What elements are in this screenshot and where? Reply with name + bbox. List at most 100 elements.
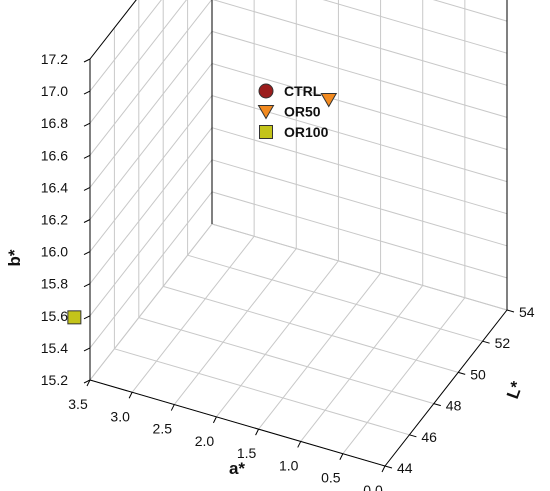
a-axis-label: a*	[229, 459, 245, 478]
L-tick	[482, 340, 490, 344]
axes-frame	[89, 0, 508, 467]
back-wall-grid-line-b	[322, 0, 508, 54]
b-tick-label: 17.2	[41, 51, 68, 67]
a-tick-label: 1.5	[237, 445, 257, 461]
left-wall-grid-line-b	[89, 0, 213, 156]
left-wall-grid-line-b	[89, 31, 213, 188]
L-axis-label: L*	[503, 379, 527, 402]
left-wall-grid-line-b	[89, 0, 162, 92]
left-wall-grid-line-b	[89, 159, 213, 317]
a-tick-label: 0.5	[321, 470, 341, 486]
data-markers	[67, 92, 338, 325]
b-tick	[83, 379, 91, 384]
b-tick-label: 16.4	[41, 179, 68, 195]
L-tick-label: 44	[397, 460, 413, 476]
left-wall-grid-line-b	[89, 95, 213, 252]
floor-grid-line-a	[131, 235, 255, 393]
back-wall-grid-line-b	[432, 0, 508, 22]
back-wall-grid-line-b	[211, 127, 508, 215]
L-tick	[409, 434, 417, 438]
b-tick	[83, 283, 91, 288]
left-wall-grid-line-b	[89, 191, 213, 349]
a-tick	[86, 379, 91, 387]
floor-grid-line-L	[114, 348, 410, 436]
marker-or100	[67, 310, 82, 325]
top-left-edge	[89, 0, 137, 60]
floor-grid-line-a	[216, 260, 339, 418]
back-wall-grid-line-b	[211, 30, 508, 118]
a-tick-label: 0.0	[363, 482, 383, 491]
L-axis-line	[384, 309, 508, 467]
L-tick	[384, 465, 393, 469]
legend-label-or100: OR100	[284, 124, 329, 140]
b-tick-label: 16.6	[41, 147, 68, 163]
tick-marks	[83, 58, 515, 473]
a-tick-label: 2.5	[153, 421, 173, 437]
floor-grid-line-a	[300, 285, 424, 442]
a-tick	[297, 441, 302, 448]
b-tick-label: 15.2	[41, 372, 68, 388]
back-wall-grid-line-b	[211, 191, 508, 279]
legend-marker-ctrl	[258, 83, 274, 99]
b-tick	[83, 186, 91, 191]
floor-grid-line-L	[163, 285, 459, 373]
back-wall-grid-line-b	[211, 63, 508, 150]
L-tick	[458, 371, 466, 375]
a-tick	[212, 416, 217, 424]
grid-lines	[89, 0, 508, 467]
left-wall-grid-line-b	[89, 127, 213, 285]
b-tick	[83, 90, 91, 95]
b-tick	[83, 122, 91, 127]
b-tick-label: 15.6	[41, 308, 68, 324]
left-wall-grid-line-b	[89, 0, 137, 60]
legend-marker-or50	[257, 105, 275, 120]
legend-marker-or100	[259, 125, 273, 139]
left-wall-grid-line-b	[89, 0, 187, 124]
a-tick	[255, 428, 260, 436]
a-tick	[170, 404, 175, 411]
a-tick	[339, 453, 344, 460]
tick-labels: 15.2 15.4 15.6 15.8 16.0 16.2 16.4 16.6 16.8 17.0…	[41, 51, 535, 491]
b-tick	[83, 315, 91, 320]
a-tick-label: 3.0	[110, 408, 130, 424]
b-tick-label: 16.8	[41, 115, 68, 131]
floor-grid-line-a	[173, 248, 297, 405]
L-tick	[506, 309, 515, 313]
L-tick-label: 52	[495, 335, 511, 351]
left-wall-grid-line-b	[89, 223, 213, 381]
a-tick-label: 3.5	[68, 396, 88, 412]
b-tick	[83, 219, 91, 223]
a-tick-label: 1.0	[279, 457, 299, 473]
L-tick	[433, 403, 441, 407]
legend-label-ctrl: CTRL	[284, 83, 322, 99]
back-wall-grid-line-b	[211, 159, 508, 247]
b-tick	[83, 347, 91, 352]
b-tick-label: 15.4	[41, 340, 68, 356]
a-tick	[381, 465, 386, 473]
b-tick-label: 16.0	[41, 244, 68, 260]
b-tick	[83, 251, 91, 256]
b-axis-label: b*	[5, 249, 24, 266]
a-tick-label: 2.0	[195, 433, 215, 449]
b-tick	[83, 58, 91, 63]
legend-label-or50: OR50	[284, 104, 321, 120]
back-wall-grid-line-b	[211, 223, 508, 311]
b-tick-label: 16.2	[41, 212, 68, 228]
L-tick-label: 54	[519, 304, 535, 320]
b-tick-label: 15.8	[41, 276, 68, 292]
back-wall-grid-line-b	[211, 95, 508, 183]
b-tick-label: 17.0	[41, 83, 68, 99]
floor-grid-line-a	[258, 272, 381, 430]
marker-or50	[320, 92, 338, 108]
back-wall-grid-line-b	[212, 0, 508, 86]
b-tick	[83, 154, 91, 159]
floor-grid-line-L	[138, 317, 434, 405]
a-axis-line	[89, 379, 386, 467]
a-tick	[128, 392, 133, 399]
L-tick-label: 46	[421, 429, 437, 445]
left-wall-grid-line-b	[89, 63, 213, 220]
legend: CTRL OR50 OR100	[257, 83, 329, 140]
L-tick-label: 48	[446, 398, 462, 414]
floor-grid-line-a	[342, 297, 466, 455]
